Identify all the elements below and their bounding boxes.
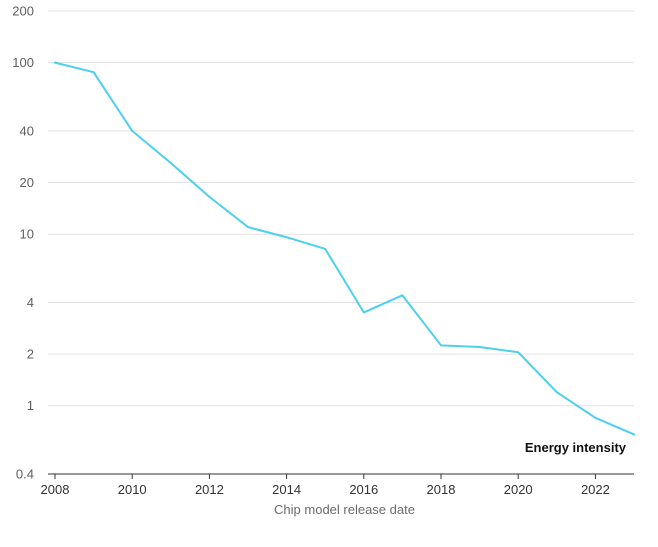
- y-tick-label: 0.4: [16, 467, 34, 482]
- data-point: [401, 294, 404, 297]
- y-tick-label: 1: [27, 398, 34, 413]
- data-point: [169, 162, 172, 165]
- y-tick-label: 100: [12, 55, 34, 70]
- x-tick-label: 2014: [272, 482, 301, 497]
- x-tick-label: 2016: [349, 482, 378, 497]
- x-ticks: 2008 2010 2012 2014 2016 2018 2020 2022: [41, 474, 610, 497]
- y-tick-label: 10: [20, 227, 34, 242]
- y-tick-label: 20: [20, 175, 34, 190]
- x-tick-label: 2022: [581, 482, 610, 497]
- y-tick-label: 2: [27, 347, 34, 362]
- data-point: [440, 344, 442, 347]
- x-axis-title: Chip model release date: [274, 502, 415, 517]
- data-point: [555, 391, 558, 394]
- data-point: [92, 71, 95, 74]
- data-point: [247, 226, 249, 229]
- data-point: [362, 311, 365, 314]
- x-tick-label: 2020: [504, 482, 533, 497]
- gridlines: [48, 10, 634, 407]
- data-point: [633, 433, 635, 436]
- data-point: [54, 61, 56, 64]
- data-point: [594, 416, 597, 419]
- x-tick-label: 2018: [427, 482, 456, 497]
- data-point: [517, 351, 520, 354]
- y-axis: 0.4 1 2 4 10 20 40 100 200: [12, 4, 34, 482]
- data-point: [324, 247, 327, 250]
- data-point: [478, 345, 481, 348]
- x-tick-label: 2012: [195, 482, 224, 497]
- y-tick-label: 200: [12, 4, 34, 19]
- series-line: [54, 61, 635, 436]
- x-tick-label: 2010: [118, 482, 147, 497]
- series: Energy intensity: [54, 61, 635, 455]
- x-tick-label: 2008: [41, 482, 70, 497]
- series-label: Energy intensity: [525, 440, 627, 455]
- y-tick-label: 40: [20, 123, 34, 138]
- data-point: [131, 129, 134, 132]
- y-tick-label: 4: [27, 295, 34, 310]
- data-point: [208, 195, 211, 198]
- data-point: [285, 236, 288, 239]
